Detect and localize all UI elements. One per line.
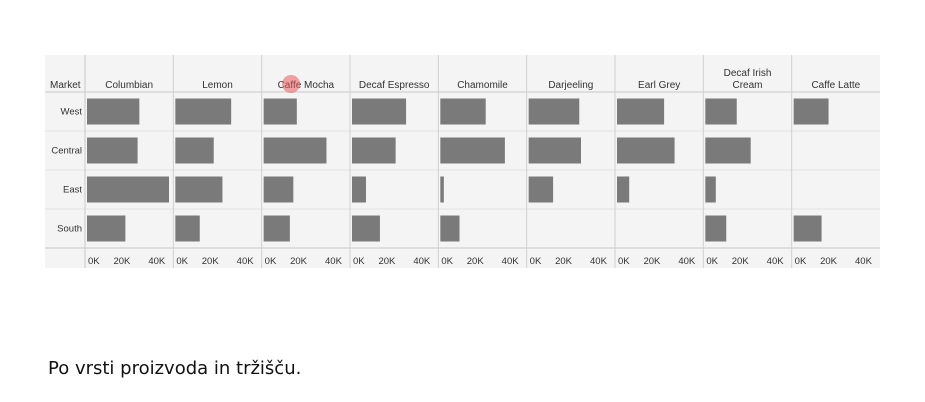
x-tick-label: 20K <box>820 256 838 267</box>
row-label-west: West <box>61 107 83 118</box>
x-tick-label: 20K <box>467 256 485 267</box>
panel-header-decaf-irish-cream-line-1: Decaf Irish <box>724 68 772 79</box>
x-tick-label: 0K <box>795 256 807 267</box>
bar-chamomile-west <box>440 98 486 125</box>
bar-chamomile-south <box>440 215 460 242</box>
bar-decaf-irish-cream-east <box>705 176 716 203</box>
bar-caffe-mocha-west <box>263 98 297 125</box>
bar-decaf-espresso-east <box>352 176 366 203</box>
bar-lemon-east <box>175 176 223 203</box>
bar-earl-grey-east <box>617 176 630 203</box>
bar-lemon-west <box>175 98 232 125</box>
x-tick-label: 40K <box>590 256 608 267</box>
bar-lemon-south <box>175 215 200 242</box>
x-tick-label: 20K <box>732 256 750 267</box>
bar-decaf-irish-cream-west <box>705 98 737 125</box>
panel-header-darjeeling: Darjeeling <box>548 80 593 91</box>
panel-header-decaf-espresso: Decaf Espresso <box>359 80 430 91</box>
bar-caffe-mocha-east <box>263 176 294 203</box>
panel-header-lemon: Lemon <box>202 80 233 91</box>
bar-caffe-mocha-central <box>263 137 327 164</box>
bar-darjeeling-central <box>528 137 582 164</box>
row-header-label: Market <box>50 80 81 91</box>
bar-decaf-espresso-south <box>352 215 380 242</box>
bar-caffe-latte-south <box>793 215 822 242</box>
x-tick-label: 0K <box>88 256 100 267</box>
small-multiples-bar-chart: Market West Central East South Columbian 0K 20K… <box>45 55 880 268</box>
bar-chamomile-central <box>440 137 505 164</box>
x-tick-label: 20K <box>290 256 308 267</box>
bar-lemon-central <box>175 137 214 164</box>
bar-darjeeling-west <box>528 98 580 125</box>
x-tick-label: 0K <box>265 256 277 267</box>
x-tick-label: 20K <box>378 256 396 267</box>
bar-earl-grey-west <box>617 98 665 125</box>
panel-header-caffe-mocha: Caffe Mocha <box>278 80 335 91</box>
panel-header-chamomile: Chamomile <box>457 80 508 91</box>
bar-decaf-espresso-central <box>352 137 396 164</box>
bar-chamomile-east <box>440 176 444 203</box>
x-tick-label: 40K <box>148 256 166 267</box>
panel-header-columbian: Columbian <box>105 80 153 91</box>
row-label-south: South <box>57 224 82 235</box>
x-tick-label: 0K <box>530 256 542 267</box>
x-tick-label: 40K <box>325 256 343 267</box>
x-tick-label: 0K <box>441 256 453 267</box>
x-tick-label: 0K <box>706 256 718 267</box>
bar-decaf-irish-cream-south <box>705 215 727 242</box>
bar-darjeeling-east <box>528 176 554 203</box>
bar-caffe-latte-west <box>793 98 829 125</box>
bar-decaf-espresso-west <box>352 98 407 125</box>
bar-columbian-south <box>87 215 126 242</box>
bar-earl-grey-central <box>617 137 675 164</box>
x-tick-label: 0K <box>176 256 188 267</box>
cursor-highlight <box>282 75 300 93</box>
bar-decaf-irish-cream-central <box>705 137 751 164</box>
x-tick-label: 40K <box>855 256 873 267</box>
panel-header-caffe-latte: Caffe Latte <box>811 80 860 91</box>
row-label-central: Central <box>51 146 82 157</box>
bar-columbian-central <box>87 137 138 164</box>
x-tick-label: 20K <box>113 256 131 267</box>
row-label-east: East <box>63 185 82 196</box>
bar-columbian-east <box>87 176 169 203</box>
panel-header-decaf-irish-cream-line-2: Cream <box>732 80 762 91</box>
panel-header-earl-grey: Earl Grey <box>638 80 680 91</box>
x-tick-label: 40K <box>413 256 431 267</box>
bar-caffe-mocha-south <box>263 215 290 242</box>
x-tick-label: 0K <box>353 256 365 267</box>
x-tick-label: 40K <box>237 256 255 267</box>
x-tick-label: 40K <box>678 256 696 267</box>
slide-caption: Po vrsti proizvoda in tržišču. <box>48 358 302 379</box>
bar-columbian-west <box>87 98 140 125</box>
x-tick-label: 20K <box>555 256 573 267</box>
x-tick-label: 40K <box>767 256 785 267</box>
x-tick-label: 0K <box>618 256 630 267</box>
x-tick-label: 40K <box>502 256 520 267</box>
x-tick-label: 20K <box>643 256 661 267</box>
x-tick-label: 20K <box>202 256 220 267</box>
